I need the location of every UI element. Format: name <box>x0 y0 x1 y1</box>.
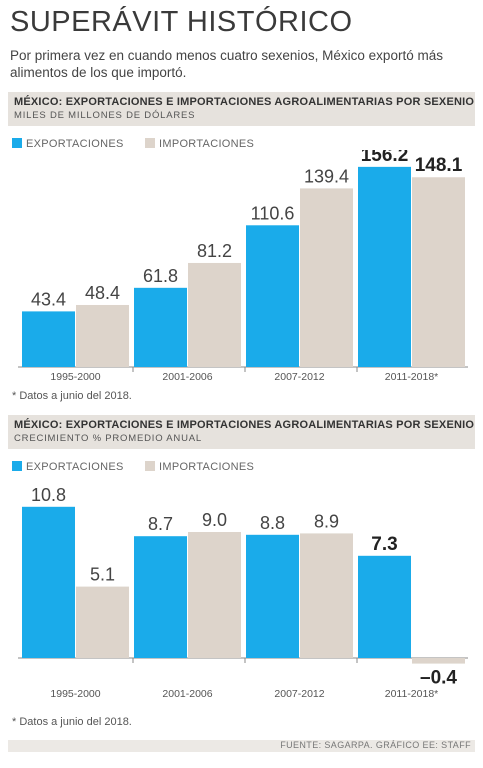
bar-exports-3 <box>246 534 299 658</box>
category-label-1: 1995-2000 <box>50 371 100 380</box>
value-label-imports-4: –0.4 <box>420 668 457 689</box>
bar-exports-4 <box>358 555 411 658</box>
legend-exports: EXPORTACIONES <box>12 138 124 150</box>
imports-swatch <box>145 138 155 148</box>
chart1-title: MÉXICO: EXPORTACIONES E IMPORTACIONES AG… <box>14 96 475 108</box>
bar-imports-1 <box>76 304 129 367</box>
bar-imports-3 <box>300 533 353 658</box>
bar-imports-1 <box>76 586 129 658</box>
value-label-imports-2: 81.2 <box>197 241 232 261</box>
value-label-exports-3: 8.8 <box>260 513 285 533</box>
value-label-exports-1: 43.4 <box>31 289 66 309</box>
page-title: SUPERÁVIT HISTÓRICO <box>10 6 353 38</box>
category-label-4: 2011-2018* <box>385 371 439 380</box>
bar-imports-2 <box>188 532 241 658</box>
value-label-imports-2: 9.0 <box>202 510 227 530</box>
chart2-subtitle: CRECIMIENTO % PROMEDIO ANUAL <box>14 433 202 444</box>
legend2-exports-label: EXPORTACIONES <box>26 461 124 473</box>
value-label-exports-2: 8.7 <box>148 514 173 534</box>
value-label-exports-4: 7.3 <box>371 534 397 555</box>
legend2-imports-label: IMPORTACIONES <box>159 461 255 473</box>
category-label-3: 2007-2012 <box>274 371 324 380</box>
value-label-imports-4: 148.1 <box>415 155 463 176</box>
chart1-subtitle: MILES DE MILLONES DE DÓLARES <box>14 110 196 121</box>
value-label-exports-2: 61.8 <box>143 266 178 286</box>
value-label-imports-1: 48.4 <box>85 283 120 303</box>
bar-imports-2 <box>188 262 241 367</box>
source-credit: FUENTE: SAGARPA. GRÁFICO EE: STAFF <box>280 740 471 750</box>
value-label-imports-3: 8.9 <box>314 511 339 531</box>
category-label-3: 2007-2012 <box>274 688 324 700</box>
imports-swatch-2 <box>145 461 155 471</box>
bar-exports-1 <box>22 311 75 367</box>
value-label-exports-4: 156.2 <box>361 150 409 166</box>
bar-imports-4 <box>412 177 465 367</box>
bar-imports-3 <box>300 188 353 367</box>
value-label-imports-3: 139.4 <box>304 166 349 186</box>
exports-swatch-2 <box>12 461 22 471</box>
page-subtitle: Por primera vez en cuando menos cuatro s… <box>10 48 443 80</box>
legend-exports-label: EXPORTACIONES <box>26 138 124 150</box>
bar-exports-3 <box>246 225 299 367</box>
chart1-header: MÉXICO: EXPORTACIONES E IMPORTACIONES AG… <box>8 92 475 126</box>
chart2-header: MÉXICO: EXPORTACIONES E IMPORTACIONES AG… <box>8 415 475 449</box>
value-label-exports-1: 10.8 <box>31 485 66 505</box>
bar-exports-2 <box>134 287 187 367</box>
chart2-title: MÉXICO: EXPORTACIONES E IMPORTACIONES AG… <box>14 419 475 431</box>
value-label-exports-3: 110.6 <box>251 203 295 223</box>
bar-exports-2 <box>134 536 187 658</box>
value-label-imports-1: 5.1 <box>90 565 115 585</box>
bar-exports-4 <box>358 166 411 367</box>
bar-exports-1 <box>22 506 75 658</box>
category-label-4: 2011-2018* <box>385 688 439 700</box>
legend2-imports: IMPORTACIONES <box>145 461 254 473</box>
category-label-1: 1995-2000 <box>50 688 100 700</box>
category-label-2: 2001-2006 <box>162 688 212 700</box>
legend-imports: IMPORTACIONES <box>145 138 254 150</box>
chart1-note: * Datos a junio del 2018. <box>12 390 132 402</box>
bar-imports-4 <box>412 658 465 664</box>
chart2-note: * Datos a junio del 2018. <box>12 716 132 728</box>
chart2-svg: 10.8 5.1 1995-2000 8.7 9.0 2001-2006 8.8 8.9 200… <box>18 485 468 700</box>
legend2-exports: EXPORTACIONES <box>12 461 124 473</box>
legend-imports-label: IMPORTACIONES <box>159 138 255 150</box>
exports-swatch <box>12 138 22 148</box>
footer-bar: FUENTE: SAGARPA. GRÁFICO EE: STAFF <box>8 740 475 752</box>
chart1-svg: 43.4 48.4 1995-2000 61.8 81.2 2001-2006 110.6 1… <box>18 150 468 380</box>
category-label-2: 2001-2006 <box>162 371 212 380</box>
